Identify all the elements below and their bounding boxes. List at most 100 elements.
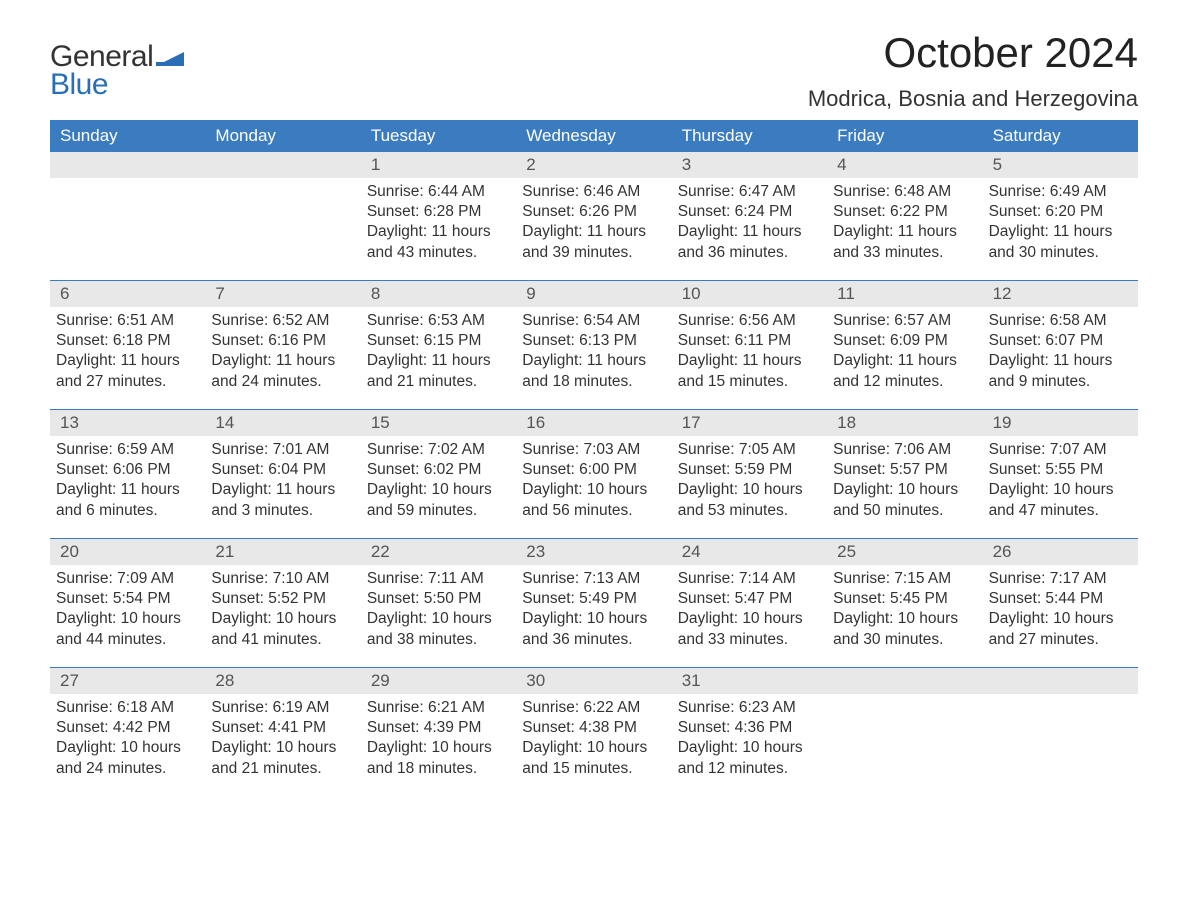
sunrise-line: Sunrise: 6:49 AM (989, 182, 1128, 202)
flag-icon (156, 46, 184, 71)
daylight-line-2: and 15 minutes. (678, 372, 817, 392)
week-row: 1Sunrise: 6:44 AMSunset: 6:28 PMDaylight… (50, 152, 1138, 274)
calendar-page: General Blue October 2024 Modrica, Bosni… (0, 0, 1188, 918)
day-number: 6 (50, 281, 205, 307)
weekday-header: Wednesday (516, 120, 671, 152)
sunrise-line: Sunrise: 6:18 AM (56, 698, 195, 718)
day-body: Sunrise: 6:44 AMSunset: 6:28 PMDaylight:… (361, 178, 516, 267)
day-body: Sunrise: 7:03 AMSunset: 6:00 PMDaylight:… (516, 436, 671, 525)
day-cell: 6Sunrise: 6:51 AMSunset: 6:18 PMDaylight… (50, 281, 205, 403)
day-number: 7 (205, 281, 360, 307)
day-body (50, 178, 205, 186)
day-body: Sunrise: 7:15 AMSunset: 5:45 PMDaylight:… (827, 565, 982, 654)
day-cell: 14Sunrise: 7:01 AMSunset: 6:04 PMDayligh… (205, 410, 360, 532)
sunset-line: Sunset: 6:02 PM (367, 460, 506, 480)
sunset-line: Sunset: 4:39 PM (367, 718, 506, 738)
day-body: Sunrise: 6:21 AMSunset: 4:39 PMDaylight:… (361, 694, 516, 783)
day-cell: 10Sunrise: 6:56 AMSunset: 6:11 PMDayligh… (672, 281, 827, 403)
sunset-line: Sunset: 6:22 PM (833, 202, 972, 222)
day-body: Sunrise: 6:59 AMSunset: 6:06 PMDaylight:… (50, 436, 205, 525)
sunset-line: Sunset: 5:57 PM (833, 460, 972, 480)
sunset-line: Sunset: 5:50 PM (367, 589, 506, 609)
sunrise-line: Sunrise: 6:58 AM (989, 311, 1128, 331)
sunset-line: Sunset: 6:04 PM (211, 460, 350, 480)
day-body: Sunrise: 7:07 AMSunset: 5:55 PMDaylight:… (983, 436, 1138, 525)
weekday-header-row: Sunday Monday Tuesday Wednesday Thursday… (50, 120, 1138, 152)
day-number: 21 (205, 539, 360, 565)
daylight-line-1: Daylight: 11 hours (833, 222, 972, 242)
sunset-line: Sunset: 5:47 PM (678, 589, 817, 609)
sunrise-line: Sunrise: 6:22 AM (522, 698, 661, 718)
day-number: 5 (983, 152, 1138, 178)
daylight-line-2: and 47 minutes. (989, 501, 1128, 521)
location-subtitle: Modrica, Bosnia and Herzegovina (808, 86, 1138, 112)
daylight-line-1: Daylight: 11 hours (367, 222, 506, 242)
week-row: 13Sunrise: 6:59 AMSunset: 6:06 PMDayligh… (50, 409, 1138, 532)
day-number: 10 (672, 281, 827, 307)
sunrise-line: Sunrise: 6:54 AM (522, 311, 661, 331)
day-cell: 4Sunrise: 6:48 AMSunset: 6:22 PMDaylight… (827, 152, 982, 274)
day-number: 22 (361, 539, 516, 565)
day-body: Sunrise: 6:22 AMSunset: 4:38 PMDaylight:… (516, 694, 671, 783)
daylight-line-2: and 12 minutes. (678, 759, 817, 779)
sunset-line: Sunset: 6:26 PM (522, 202, 661, 222)
sunrise-line: Sunrise: 6:23 AM (678, 698, 817, 718)
day-cell: 16Sunrise: 7:03 AMSunset: 6:00 PMDayligh… (516, 410, 671, 532)
day-cell: 1Sunrise: 6:44 AMSunset: 6:28 PMDaylight… (361, 152, 516, 274)
sunset-line: Sunset: 6:28 PM (367, 202, 506, 222)
day-body (983, 694, 1138, 702)
day-number (827, 668, 982, 694)
sunrise-line: Sunrise: 7:11 AM (367, 569, 506, 589)
day-cell: 3Sunrise: 6:47 AMSunset: 6:24 PMDaylight… (672, 152, 827, 274)
sunset-line: Sunset: 6:06 PM (56, 460, 195, 480)
daylight-line-2: and 21 minutes. (367, 372, 506, 392)
sunrise-line: Sunrise: 6:47 AM (678, 182, 817, 202)
day-body: Sunrise: 6:53 AMSunset: 6:15 PMDaylight:… (361, 307, 516, 396)
daylight-line-1: Daylight: 10 hours (367, 480, 506, 500)
daylight-line-2: and 44 minutes. (56, 630, 195, 650)
day-cell: 22Sunrise: 7:11 AMSunset: 5:50 PMDayligh… (361, 539, 516, 661)
sunrise-line: Sunrise: 6:51 AM (56, 311, 195, 331)
sunset-line: Sunset: 4:38 PM (522, 718, 661, 738)
daylight-line-2: and 53 minutes. (678, 501, 817, 521)
day-cell: 13Sunrise: 6:59 AMSunset: 6:06 PMDayligh… (50, 410, 205, 532)
daylight-line-2: and 27 minutes. (989, 630, 1128, 650)
sunset-line: Sunset: 4:42 PM (56, 718, 195, 738)
day-cell (50, 152, 205, 274)
daylight-line-1: Daylight: 10 hours (678, 738, 817, 758)
sunset-line: Sunset: 5:49 PM (522, 589, 661, 609)
day-number: 1 (361, 152, 516, 178)
daylight-line-2: and 33 minutes. (833, 243, 972, 263)
sunrise-line: Sunrise: 6:48 AM (833, 182, 972, 202)
day-body: Sunrise: 7:10 AMSunset: 5:52 PMDaylight:… (205, 565, 360, 654)
daylight-line-2: and 30 minutes. (989, 243, 1128, 263)
day-body: Sunrise: 7:05 AMSunset: 5:59 PMDaylight:… (672, 436, 827, 525)
daylight-line-1: Daylight: 11 hours (367, 351, 506, 371)
day-number: 3 (672, 152, 827, 178)
sunset-line: Sunset: 5:54 PM (56, 589, 195, 609)
daylight-line-1: Daylight: 10 hours (678, 609, 817, 629)
daylight-line-2: and 12 minutes. (833, 372, 972, 392)
day-cell: 17Sunrise: 7:05 AMSunset: 5:59 PMDayligh… (672, 410, 827, 532)
day-body: Sunrise: 6:46 AMSunset: 6:26 PMDaylight:… (516, 178, 671, 267)
brand-word-blue: Blue (50, 68, 108, 102)
sunrise-line: Sunrise: 7:07 AM (989, 440, 1128, 460)
daylight-line-2: and 41 minutes. (211, 630, 350, 650)
day-number: 30 (516, 668, 671, 694)
sunrise-line: Sunrise: 6:53 AM (367, 311, 506, 331)
calendar-grid: Sunday Monday Tuesday Wednesday Thursday… (50, 120, 1138, 790)
daylight-line-1: Daylight: 11 hours (833, 351, 972, 371)
daylight-line-2: and 30 minutes. (833, 630, 972, 650)
daylight-line-2: and 50 minutes. (833, 501, 972, 521)
day-cell (205, 152, 360, 274)
sunset-line: Sunset: 4:36 PM (678, 718, 817, 738)
sunrise-line: Sunrise: 7:06 AM (833, 440, 972, 460)
day-cell: 20Sunrise: 7:09 AMSunset: 5:54 PMDayligh… (50, 539, 205, 661)
day-number: 11 (827, 281, 982, 307)
daylight-line-1: Daylight: 10 hours (522, 480, 661, 500)
sunset-line: Sunset: 5:55 PM (989, 460, 1128, 480)
weekday-header: Friday (827, 120, 982, 152)
daylight-line-1: Daylight: 11 hours (211, 351, 350, 371)
day-cell: 23Sunrise: 7:13 AMSunset: 5:49 PMDayligh… (516, 539, 671, 661)
daylight-line-2: and 36 minutes. (522, 630, 661, 650)
